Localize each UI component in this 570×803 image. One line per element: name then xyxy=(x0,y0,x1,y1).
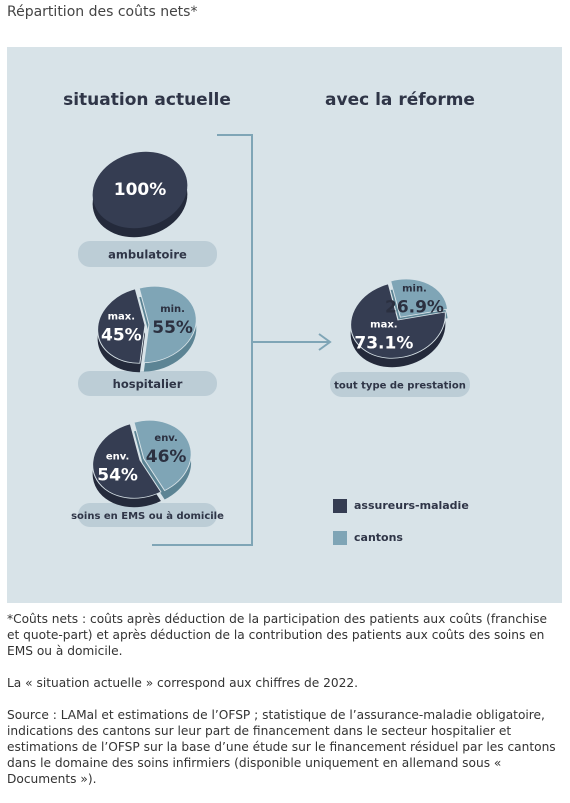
pie-label: tout type de prestation xyxy=(334,381,466,392)
qualifier: max. xyxy=(108,311,135,322)
arrow-head xyxy=(318,333,332,351)
notes: *Coûts nets : coûts après déduction de l… xyxy=(7,611,563,803)
note: Source : LAMal et estimations de l’OFSP … xyxy=(7,708,556,786)
pie-slice xyxy=(92,151,188,229)
pie-label: hospitalier xyxy=(113,377,183,391)
legend-swatch xyxy=(333,531,347,545)
heading: situation actuelle xyxy=(63,90,231,110)
pie-slice xyxy=(133,419,192,492)
connector xyxy=(152,134,253,546)
qualifier: env. xyxy=(106,451,129,462)
value-label: 73.1% xyxy=(354,334,413,354)
legend-swatch xyxy=(333,499,347,513)
note: *Coûts nets : coûts après déduction de l… xyxy=(7,612,548,658)
value-label: 55% xyxy=(152,318,193,338)
qualifier: max. xyxy=(370,320,397,331)
category-pill xyxy=(330,372,470,397)
pie-label: ambulatoire xyxy=(108,248,187,262)
qualifier: min. xyxy=(402,284,427,295)
pie-slice xyxy=(97,288,146,364)
value-label: 54% xyxy=(97,465,138,485)
pie-label: soins en EMS ou à domicile xyxy=(71,510,224,522)
heading: avec la réforme xyxy=(325,90,475,110)
category-pill xyxy=(78,371,217,396)
value-label: 45% xyxy=(101,325,142,345)
legend-label: cantons xyxy=(354,531,403,544)
pie xyxy=(97,285,197,364)
note: La « situation actuelle » correspond aux… xyxy=(7,676,359,690)
value-label: 26.9% xyxy=(385,298,444,318)
legend-label: assureurs-maladie xyxy=(354,499,469,512)
pie xyxy=(350,278,449,359)
pie xyxy=(92,151,188,229)
pie-slice xyxy=(138,285,197,364)
pie-slice xyxy=(92,423,162,499)
pie xyxy=(92,419,192,499)
pie-slice xyxy=(350,283,446,359)
value-label: 100% xyxy=(114,180,167,200)
category-pill xyxy=(78,503,217,527)
qualifier: min. xyxy=(160,304,185,315)
pie-slice xyxy=(390,278,449,318)
infographic: situation actuelle avec la réforme ambul… xyxy=(7,47,562,603)
category-pill xyxy=(78,241,217,267)
value-label: 46% xyxy=(146,447,187,467)
page-title: Répartition des coûts nets* xyxy=(7,4,198,20)
qualifier: env. xyxy=(154,433,177,444)
